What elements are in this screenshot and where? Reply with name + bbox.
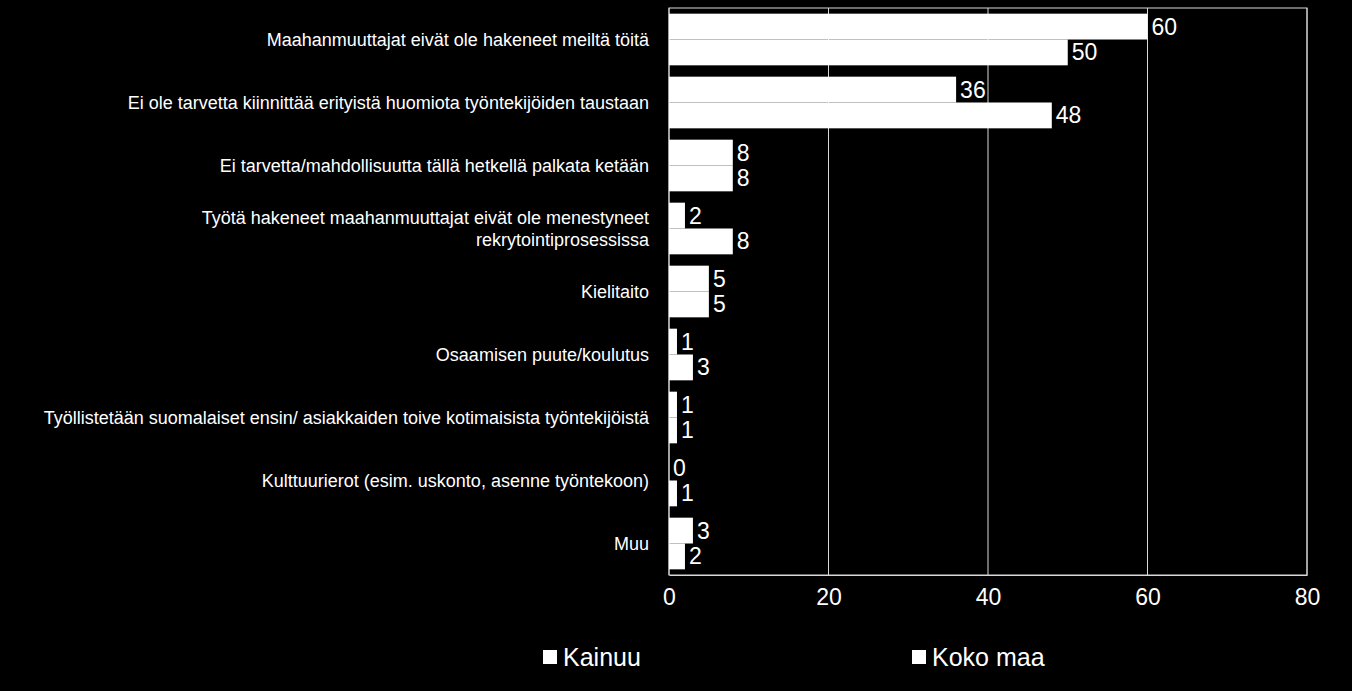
data-label: 1 [681,392,694,418]
category-label: Ei tarvetta/mahdollisuutta tällä hetkell… [220,156,649,176]
data-labels: 6036825110350488853112 [673,14,1177,570]
x-axis: 0 20 40 60 80 [663,575,1320,610]
category-labels: Maahanmuuttajat eivät ole hakeneet meilt… [44,30,650,554]
bar [669,140,733,166]
data-label: 36 [960,77,986,103]
bar [669,392,677,418]
tick: 40 [976,575,1002,610]
category-label: Ei ole tarvetta kiinnittää erityistä huo… [128,93,649,113]
data-label: 2 [689,203,702,229]
bar [669,455,670,481]
chart: 6036825110350488853112Maahanmuuttajat ei… [0,0,1352,691]
legend-item: Kainuu [543,643,641,671]
axis-line [670,575,1308,576]
legend-label: Koko maa [932,643,1045,671]
bar [669,203,685,229]
legend-label: Kainuu [563,643,641,671]
data-label: 3 [697,354,710,380]
bar [669,329,677,355]
category-label: Osaamisen puute/koulutus [436,345,649,365]
data-label: 5 [713,266,726,292]
data-label: 1 [681,417,694,443]
grid-line [1147,8,1148,575]
tick-label: 0 [663,584,676,610]
tick: 60 [1135,575,1161,610]
category-label: Kielitaito [581,282,649,302]
data-label: 60 [1152,14,1178,40]
tick-label: 60 [1135,584,1161,610]
bar [669,14,1148,40]
data-label: 5 [713,291,726,317]
data-label: 2 [689,543,702,569]
data-label: 8 [737,165,750,191]
bar [669,77,956,103]
tick: 0 [663,575,676,610]
plot-frame [669,8,1307,575]
legend-swatch [912,650,926,664]
bar [669,418,677,444]
bar [669,544,685,570]
data-label: 48 [1056,102,1082,128]
data-label: 3 [697,518,710,544]
grid-line [988,8,989,575]
bar [669,292,709,318]
data-label: 0 [673,455,686,481]
bars [669,14,1148,570]
tick-label: 20 [816,584,842,610]
category-label: Työllistetään suomalaiset ensin/ asiakka… [44,408,650,428]
bar [669,266,709,292]
data-label: 1 [681,329,694,355]
data-label: 8 [737,140,750,166]
legend: Kainuu Koko maa [543,643,1045,671]
bar [669,518,693,544]
legend-item: Koko maa [912,643,1045,671]
data-label: 8 [737,228,750,254]
category-label: Työtä hakeneet maahanmuuttajat eivät ole… [202,208,650,250]
bar [669,355,693,381]
bar [669,229,733,255]
data-label: 50 [1072,39,1098,65]
bar [669,166,733,192]
category-label: Maahanmuuttajat eivät ole hakeneet meilt… [267,30,650,50]
legend-swatch [543,650,557,664]
data-label: 1 [681,480,694,506]
tick-label: 80 [1295,584,1321,610]
tick: 20 [816,575,842,610]
tick-label: 40 [976,584,1002,610]
tick: 80 [1295,575,1321,610]
category-label: Kulttuurierot (esim. uskonto, asenne työ… [262,471,649,491]
grid [669,8,1307,575]
bar [669,103,1052,129]
bar [669,40,1068,66]
category-label: Muu [614,534,649,554]
bar [669,481,677,507]
